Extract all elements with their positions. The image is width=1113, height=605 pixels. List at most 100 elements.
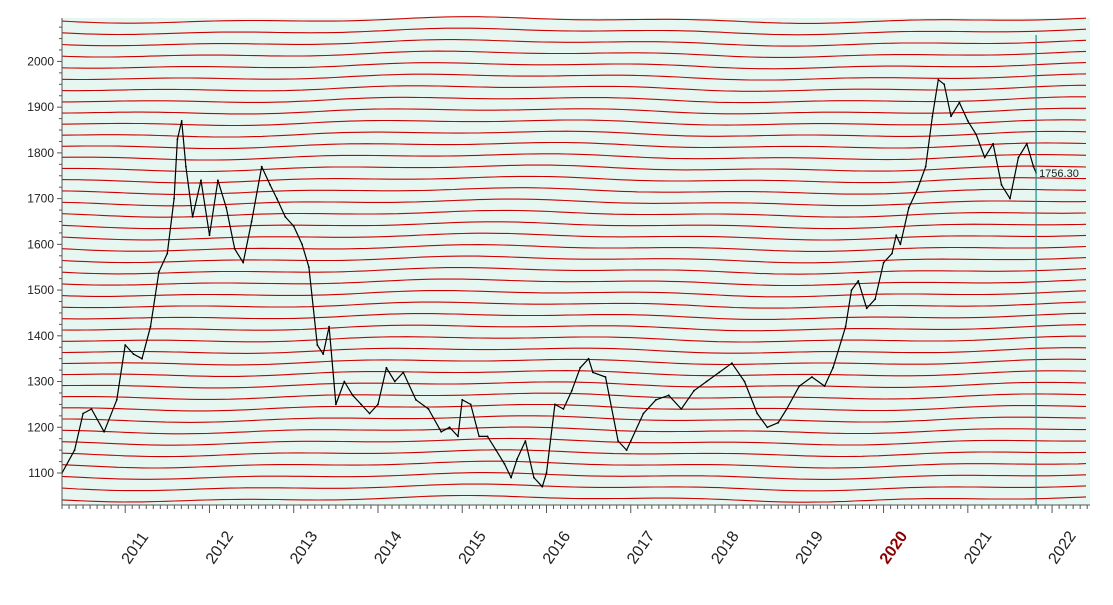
price-point: [486, 435, 489, 438]
cycle-line: [61, 50, 1087, 58]
y-tick-label: 1100: [28, 466, 54, 480]
price-point: [693, 389, 695, 392]
last-price-label: 1756.30: [1039, 168, 1079, 180]
price-point: [850, 289, 853, 291]
x-tick-label: 2013: [287, 528, 321, 567]
price-point: [132, 353, 135, 355]
y-tick-label: 1300: [27, 375, 54, 389]
price-point: [798, 385, 801, 387]
price-point: [766, 426, 769, 429]
price-point: [250, 220, 253, 223]
price-point: [743, 380, 746, 383]
y-tick-label: 1600: [27, 237, 54, 251]
x-tick-label: 2022: [1045, 528, 1079, 567]
price-point: [516, 458, 518, 461]
price-point: [335, 403, 337, 406]
price-point: [440, 430, 443, 433]
price-point: [533, 476, 535, 479]
cycle-line: [62, 403, 1087, 412]
price-point: [1000, 184, 1003, 186]
price-point: [891, 252, 893, 255]
x-tick-label: 2017: [624, 528, 658, 567]
price-point: [284, 216, 287, 218]
price-point: [103, 430, 105, 433]
price-point: [73, 449, 76, 451]
price-point: [718, 371, 721, 374]
price-point: [461, 398, 464, 401]
cycle-line: [61, 449, 1087, 458]
cycle-line: [61, 16, 1087, 24]
cycle-line: [61, 483, 1087, 492]
price-point: [495, 449, 497, 451]
price-point: [393, 380, 396, 383]
price-point: [667, 394, 670, 397]
cycle-line: [61, 437, 1086, 446]
x-tick-label: 2019: [793, 528, 827, 567]
cycle-line: [61, 278, 1087, 287]
price-point: [950, 115, 952, 118]
price-point: [579, 366, 582, 369]
price-point: [478, 435, 480, 438]
cycle-line: [61, 347, 1087, 354]
price-point: [731, 362, 733, 365]
price-point: [368, 412, 371, 415]
price-point: [124, 344, 127, 346]
price-point: [343, 380, 346, 383]
price-point: [233, 248, 236, 250]
y-tick-label: 1900: [27, 100, 54, 114]
cycle-line: [61, 130, 1087, 138]
price-point: [328, 325, 330, 328]
plot-background: [62, 18, 1090, 505]
cycle-line: [61, 472, 1087, 480]
x-tick-label: 2012: [203, 528, 237, 567]
x-tick-label: 2011: [119, 529, 153, 567]
cycle-line: [62, 164, 1087, 173]
cycle-line: [61, 358, 1087, 366]
cycle-line: [61, 244, 1087, 252]
cycle-line: [61, 107, 1086, 115]
price-point: [427, 408, 430, 410]
price-point: [149, 325, 152, 328]
price-point: [269, 184, 271, 186]
price-point: [292, 225, 295, 228]
cycle-line: [61, 39, 1087, 47]
price-point: [899, 243, 902, 246]
price-point: [276, 197, 278, 200]
price-point: [756, 412, 759, 415]
price-point: [301, 243, 303, 246]
cycle-line: [61, 381, 1087, 389]
price-point: [705, 380, 708, 383]
price-point: [545, 472, 548, 474]
price-point: [823, 385, 826, 387]
cycle-line: [61, 198, 1087, 207]
cycle-line: [61, 324, 1086, 332]
price-point: [811, 376, 813, 378]
y-tick-label: 1800: [27, 146, 54, 160]
cycle-line: [61, 62, 1087, 70]
price-point: [617, 440, 619, 442]
price-point: [937, 78, 940, 81]
cycle-line: [61, 209, 1087, 218]
price-point: [242, 261, 245, 264]
price-point: [524, 440, 527, 442]
price-point: [308, 266, 310, 269]
y-tick-label: 1500: [27, 283, 54, 297]
x-axis-ticks: 2011 2012 2013 2014 2015 2016 2017 2018 2019 2020…: [61, 505, 1088, 567]
cycle-line: [61, 255, 1087, 264]
cycle-line: [61, 370, 1087, 377]
price-point: [832, 366, 834, 369]
price-point: [680, 408, 683, 410]
price-point: [882, 261, 885, 264]
price-point: [916, 188, 919, 191]
price-point: [158, 270, 160, 273]
price-point: [966, 120, 969, 122]
cycle-line: [61, 221, 1087, 230]
y-axis-ticks: 1100 1200 1300 1400 1500 1600 1700 1800 1900 2000: [27, 26, 62, 480]
price-point: [541, 485, 544, 488]
x-tick-label: 2021: [961, 528, 995, 567]
price-point: [185, 165, 187, 168]
price-point: [1017, 156, 1020, 159]
price-point: [777, 421, 780, 424]
